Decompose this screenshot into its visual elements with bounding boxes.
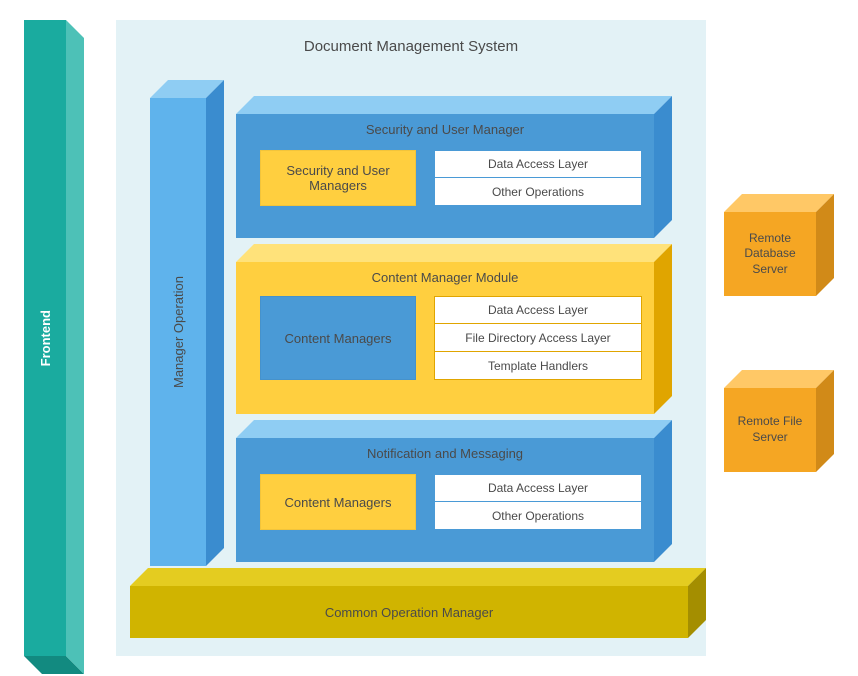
content-module-row: File Directory Access Layer: [434, 324, 642, 352]
notification-module-row: Data Access Layer: [434, 474, 642, 502]
common-operation-bar: Common Operation Manager: [130, 586, 688, 638]
content-module-inner-box: Content Managers: [260, 296, 416, 380]
content-module-row-label: Template Handlers: [488, 359, 588, 373]
content-module-inner-label: Content Managers: [285, 331, 392, 346]
content-module-row-label: Data Access Layer: [488, 303, 588, 317]
remote-db-cube: Remote Database Server: [724, 212, 816, 296]
notification-module-inner-label: Content Managers: [285, 495, 392, 510]
common-operation-label: Common Operation Manager: [325, 605, 493, 620]
security-module-inner-box: Security and User Managers: [260, 150, 416, 206]
security-module-row: Data Access Layer: [434, 150, 642, 178]
content-module-title: Content Manager Module: [236, 270, 654, 285]
notification-module-inner-box: Content Managers: [260, 474, 416, 530]
manager-operation-label: Manager Operation: [171, 276, 186, 388]
security-module-title: Security and User Manager: [236, 122, 654, 137]
security-module-inner-label: Security and User Managers: [261, 163, 415, 193]
security-module-row-label: Other Operations: [492, 185, 584, 199]
frontend-bar: Frontend: [24, 20, 66, 656]
notification-module-row-label: Data Access Layer: [488, 481, 588, 495]
remote-fs-cube: Remote File Server: [724, 388, 816, 472]
notification-module-row-label: Other Operations: [492, 509, 584, 523]
content-module-row: Template Handlers: [434, 352, 642, 380]
doc-system-title: Document Management System: [116, 38, 706, 55]
content-module-row-label: File Directory Access Layer: [465, 331, 610, 345]
security-module-row-label: Data Access Layer: [488, 157, 588, 171]
manager-operation-bar: Manager Operation: [150, 98, 206, 566]
content-module-row: Data Access Layer: [434, 296, 642, 324]
notification-module-row: Other Operations: [434, 502, 642, 530]
remote-fs-label: Remote File Server: [728, 414, 812, 445]
notification-module-title: Notification and Messaging: [236, 446, 654, 461]
frontend-label: Frontend: [38, 310, 53, 366]
security-module-row: Other Operations: [434, 178, 642, 206]
remote-db-label: Remote Database Server: [728, 231, 812, 278]
